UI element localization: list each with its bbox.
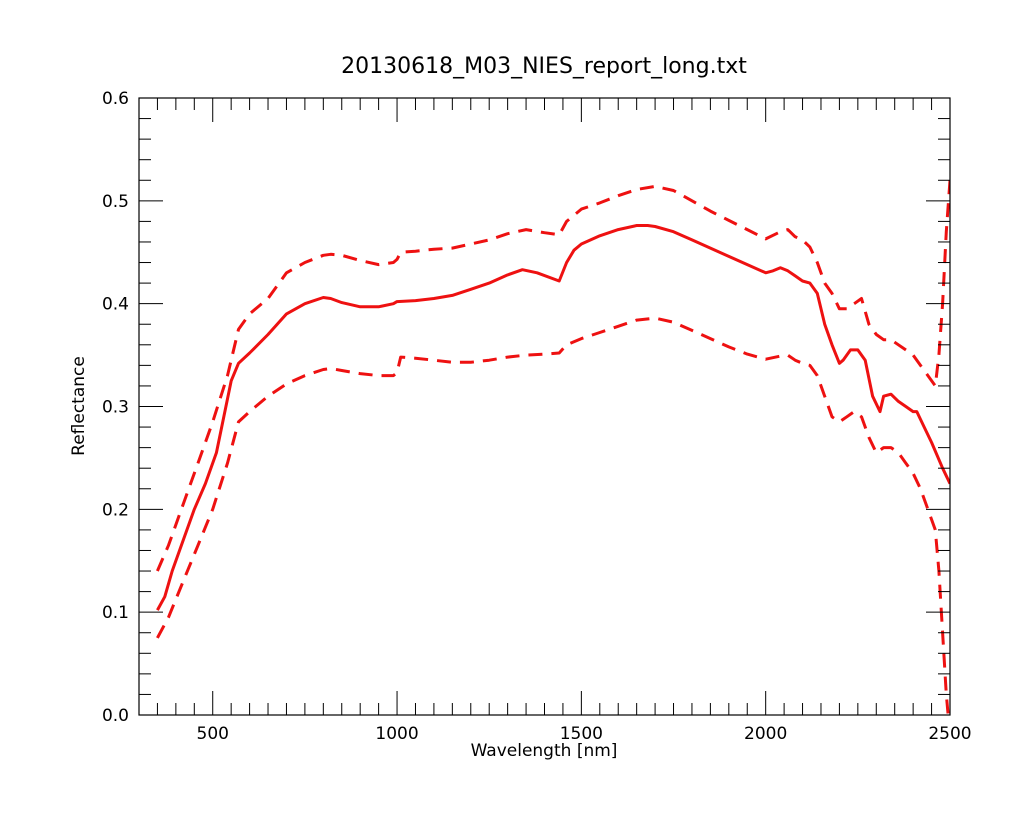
y-tick-label: 0.0 (102, 706, 129, 726)
y-tick-label: 0.3 (102, 398, 129, 418)
y-tick-label: 0.4 (102, 295, 129, 315)
solid-series-line (156, 224, 950, 611)
y-tick-label: 0.1 (102, 603, 129, 623)
axes-layer: 500 1000 1500 2000 2500 0.0 0.1 0.2 0.3 0.4 0.5 0.6 (102, 89, 972, 744)
x-tick-label: 2500 (928, 724, 971, 744)
y-tick-label: 0.2 (102, 500, 129, 520)
y-tick-label: 0.5 (102, 192, 129, 212)
series-layer (156, 180, 950, 715)
y-tick-label: 0.6 (102, 89, 129, 109)
dashed-series-line-2 (156, 316, 950, 715)
y-axis-title: Reflectance (69, 356, 89, 456)
x-tick-label: 500 (197, 724, 229, 744)
chart-title: 20130618_M03_NIES_report_long.txt (341, 54, 747, 79)
dashed-series-line-1 (156, 180, 950, 572)
x-tick-label: 1000 (375, 724, 418, 744)
x-axis-title: Wavelength [nm] (471, 741, 618, 761)
x-tick-label: 2000 (744, 724, 787, 744)
x-tick-label: 1500 (560, 724, 603, 744)
